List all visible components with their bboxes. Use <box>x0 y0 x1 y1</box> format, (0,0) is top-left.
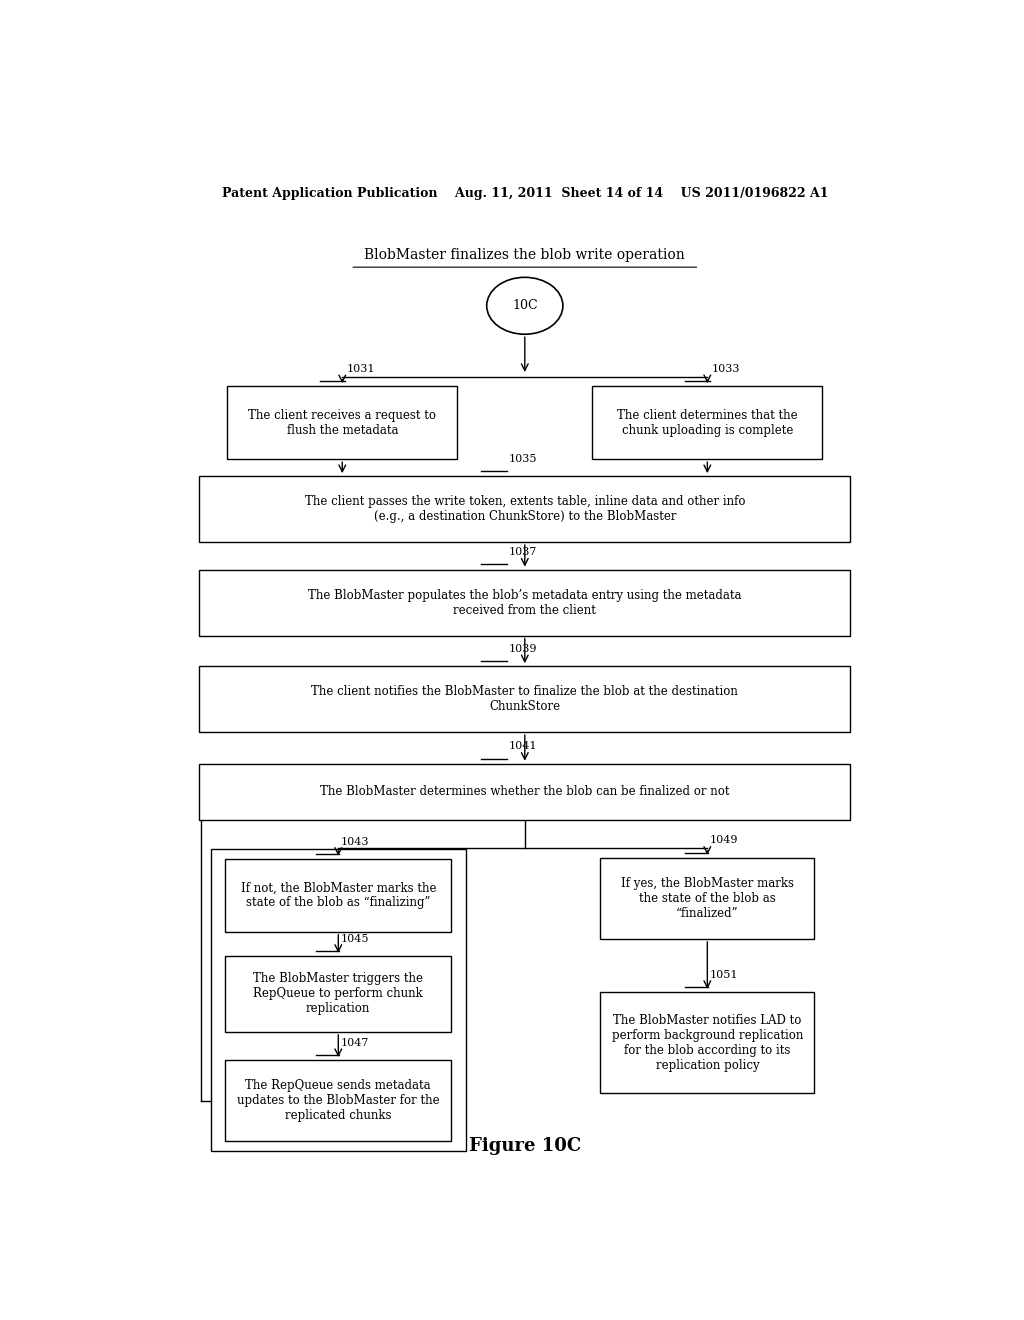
FancyBboxPatch shape <box>225 956 452 1032</box>
Text: 1031: 1031 <box>346 364 375 374</box>
Text: 1045: 1045 <box>341 933 370 944</box>
Text: 1039: 1039 <box>509 644 538 653</box>
FancyBboxPatch shape <box>225 859 452 932</box>
FancyBboxPatch shape <box>600 858 814 939</box>
FancyBboxPatch shape <box>200 569 850 636</box>
Text: Patent Application Publication    Aug. 11, 2011  Sheet 14 of 14    US 2011/01968: Patent Application Publication Aug. 11, … <box>221 187 828 201</box>
Text: The BlobMaster triggers the
RepQueue to perform chunk
replication: The BlobMaster triggers the RepQueue to … <box>253 973 423 1015</box>
Text: The client receives a request to
flush the metadata: The client receives a request to flush t… <box>248 409 436 437</box>
Text: 1035: 1035 <box>509 454 538 463</box>
FancyBboxPatch shape <box>592 385 822 459</box>
FancyBboxPatch shape <box>200 764 850 820</box>
Text: 1033: 1033 <box>712 364 739 374</box>
FancyBboxPatch shape <box>227 385 458 459</box>
FancyBboxPatch shape <box>600 991 814 1093</box>
Text: 10C: 10C <box>512 300 538 313</box>
Text: The client determines that the
chunk uploading is complete: The client determines that the chunk upl… <box>617 409 798 437</box>
Text: 1037: 1037 <box>509 548 538 557</box>
Text: 1043: 1043 <box>341 837 370 846</box>
FancyBboxPatch shape <box>200 477 850 543</box>
Text: 1049: 1049 <box>710 836 738 846</box>
Text: The client notifies the BlobMaster to finalize the blob at the destination
Chunk: The client notifies the BlobMaster to fi… <box>311 685 738 713</box>
FancyBboxPatch shape <box>225 1060 452 1142</box>
Text: 1047: 1047 <box>341 1038 369 1048</box>
Text: The client passes the write token, extents table, inline data and other info
(e.: The client passes the write token, exten… <box>304 495 745 523</box>
Text: 1041: 1041 <box>509 742 538 751</box>
Text: BlobMaster finalizes the blob write operation: BlobMaster finalizes the blob write oper… <box>365 248 685 261</box>
FancyBboxPatch shape <box>200 667 850 733</box>
Text: The BlobMaster populates the blob’s metadata entry using the metadata
received f: The BlobMaster populates the blob’s meta… <box>308 589 741 616</box>
Text: 1051: 1051 <box>710 970 738 979</box>
Text: The BlobMaster notifies LAD to
perform background replication
for the blob accor: The BlobMaster notifies LAD to perform b… <box>611 1014 803 1072</box>
Text: The BlobMaster determines whether the blob can be finalized or not: The BlobMaster determines whether the bl… <box>321 785 729 799</box>
Text: The RepQueue sends metadata
updates to the BlobMaster for the
replicated chunks: The RepQueue sends metadata updates to t… <box>237 1080 439 1122</box>
Text: If not, the BlobMaster marks the
state of the blob as “finalizing”: If not, the BlobMaster marks the state o… <box>241 882 436 909</box>
Text: Figure 10C: Figure 10C <box>469 1138 581 1155</box>
Text: If yes, the BlobMaster marks
the state of the blob as
“finalized”: If yes, the BlobMaster marks the state o… <box>621 876 794 920</box>
